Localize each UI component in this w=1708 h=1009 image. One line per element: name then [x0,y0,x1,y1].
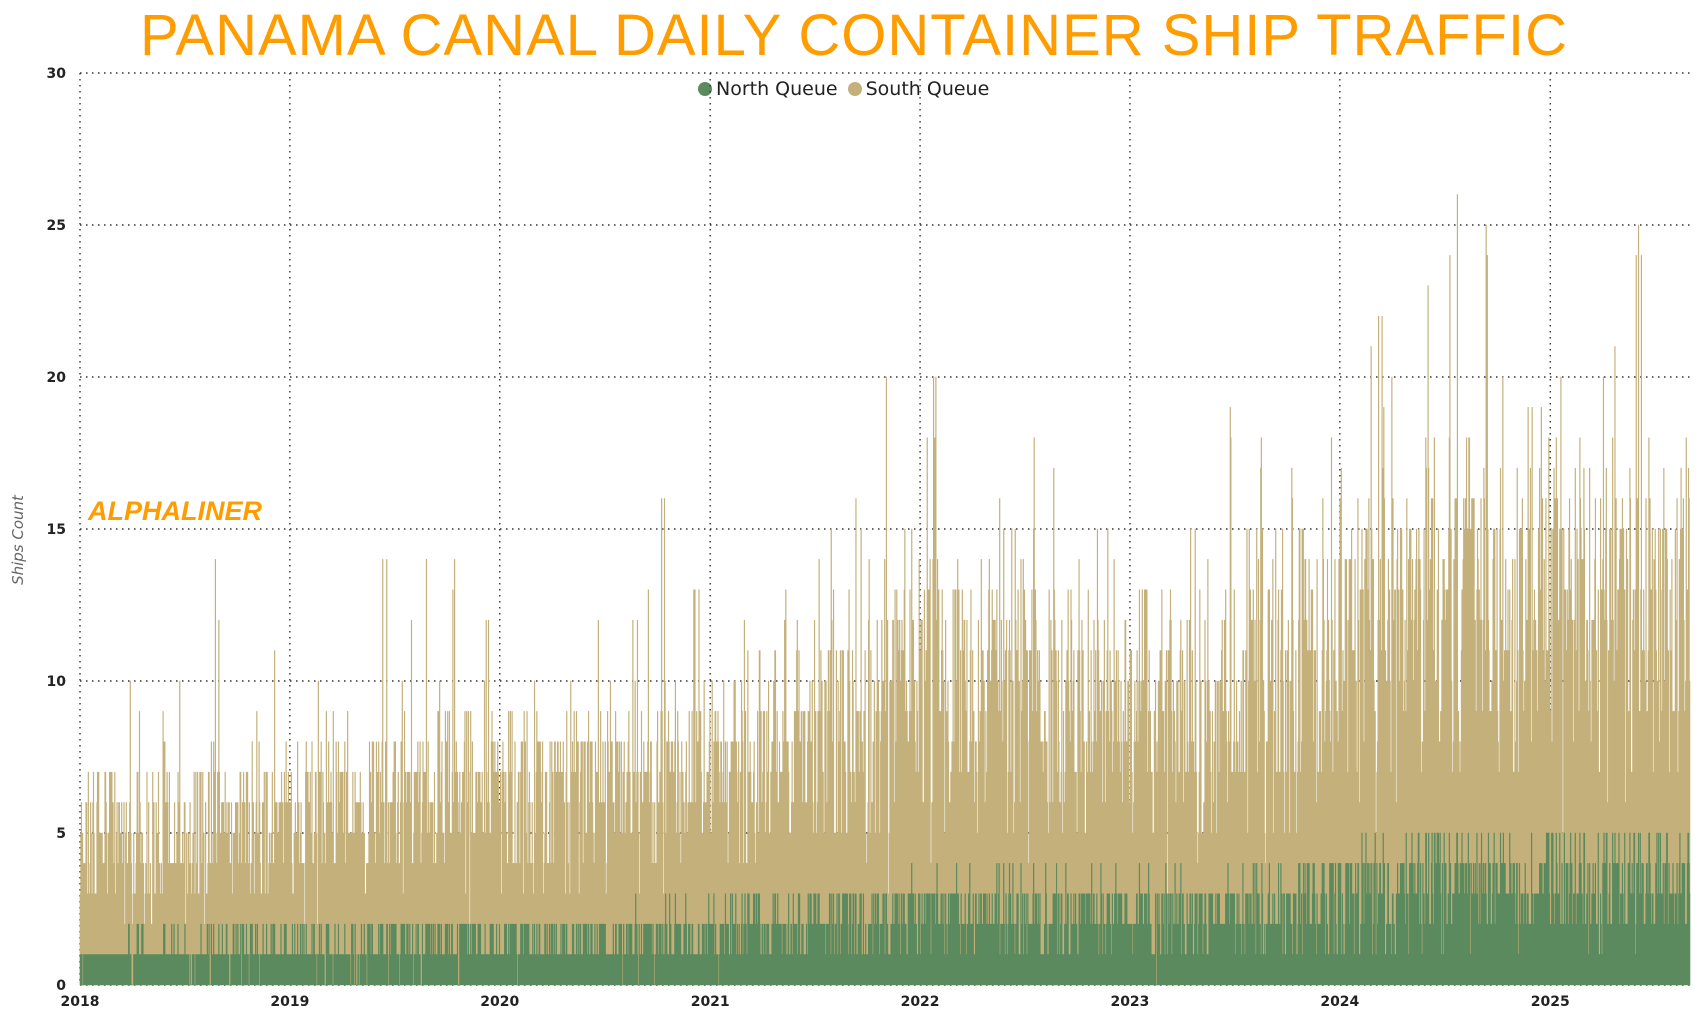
legend-marker-south [847,82,862,96]
x-tick-label: 2022 [901,994,940,1009]
x-tick-label: 2021 [691,994,730,1009]
x-tick-label: 2023 [1110,994,1149,1009]
legend-label-south: South Queue [865,78,990,100]
y-tick-label: 15 [47,522,66,538]
x-tick-label: 2018 [61,994,100,1009]
series-area-north-queue [79,832,1691,986]
y-tick-label: 25 [47,218,66,234]
y-axis-label: Ships Count [9,494,27,585]
y-tick-label: 5 [56,826,66,842]
legend-marker-north [698,82,712,96]
y-tick-label: 20 [47,370,67,386]
legend-item-south: South Queue [847,78,990,100]
legend-item-north: North Queue [698,78,838,100]
watermark-logo: ALPHALINER [88,496,262,526]
series-area-south-queue [79,194,1691,986]
legend: North Queue South Queue [698,78,989,100]
y-tick-label: 30 [47,66,67,82]
series-marks [79,194,1691,986]
x-tick-label: 2024 [1320,994,1359,1009]
y-tick-label: 0 [56,978,66,994]
chart-title: PANAMA CANAL DAILY CONTAINER SHIP TRAFFI… [140,3,1568,68]
y-tick-label: 10 [47,674,67,690]
legend-label-north: North Queue [716,78,838,100]
x-tick-label: 2025 [1531,994,1570,1009]
x-tick-label: 2020 [480,994,519,1009]
x-tick-label: 2019 [270,994,309,1009]
